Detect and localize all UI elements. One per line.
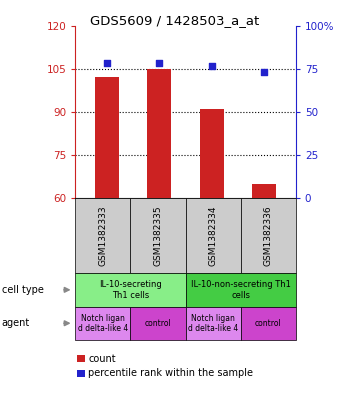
Text: control: control (145, 319, 171, 328)
Text: GSM1382334: GSM1382334 (209, 206, 218, 266)
Point (209, 63, 215, 69)
Point (261, 68, 267, 75)
Text: percentile rank within the sample: percentile rank within the sample (88, 368, 253, 378)
Text: IL-10-secreting
Th1 cells: IL-10-secreting Th1 cells (99, 280, 162, 299)
Text: GSM1382335: GSM1382335 (153, 206, 162, 266)
Bar (95, 77, 119, 198)
Text: GSM1382333: GSM1382333 (98, 206, 107, 266)
Text: count: count (88, 354, 116, 364)
Text: control: control (255, 319, 281, 328)
Bar (147, 69, 171, 198)
Text: agent: agent (2, 318, 30, 328)
Text: GSM1382336: GSM1382336 (264, 206, 273, 266)
Bar (252, 184, 276, 198)
Text: IL-10-non-secreting Th1
cells: IL-10-non-secreting Th1 cells (191, 280, 290, 299)
Text: Notch ligan
d delta-like 4: Notch ligan d delta-like 4 (78, 314, 128, 333)
Text: cell type: cell type (2, 285, 44, 295)
Bar (200, 109, 224, 198)
Text: GDS5609 / 1428503_a_at: GDS5609 / 1428503_a_at (90, 14, 260, 27)
Point (104, 60, 110, 66)
Text: Notch ligan
d delta-like 4: Notch ligan d delta-like 4 (188, 314, 238, 333)
Point (156, 60, 162, 66)
